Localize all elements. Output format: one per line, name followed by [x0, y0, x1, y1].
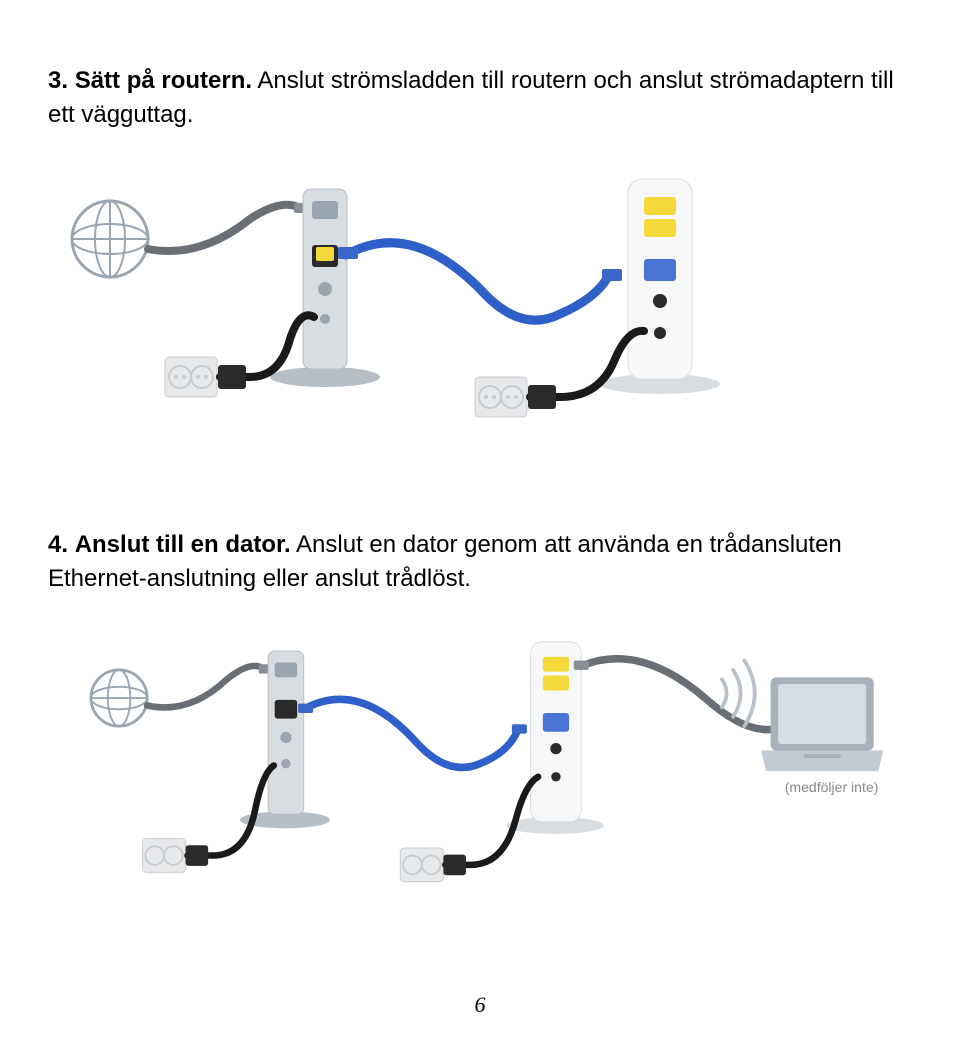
power-cable-icon [188, 766, 274, 856]
step-4-title: Anslut till en dator. [75, 531, 291, 558]
laptop-icon [761, 678, 883, 772]
step-3-number: 3. [48, 67, 68, 94]
step-3-title: Sätt på routern. [75, 67, 252, 94]
wall-outlet-icon [165, 357, 217, 397]
globe-icon [91, 670, 147, 726]
wall-outlet-icon [400, 848, 443, 882]
cable-internet-icon [147, 666, 262, 708]
page-number: 6 [48, 992, 912, 1018]
diagram-step-4: (medföljer inte) [48, 623, 912, 923]
wall-outlet-icon [475, 377, 527, 417]
step-4: 4. Anslut till en dator. Anslut en dator… [48, 528, 912, 968]
step-4-text: 4. Anslut till en dator. Anslut en dator… [48, 528, 912, 595]
caption-text: (medföljer inte) [785, 779, 879, 795]
wall-outlet-icon [143, 839, 186, 873]
ethernet-cable-icon [304, 700, 518, 768]
step-3-text: 3. Sätt på routern. Anslut strömsladden … [48, 64, 912, 131]
globe-icon [72, 201, 148, 277]
step-4-number: 4. [48, 531, 68, 558]
step-3: 3. Sätt på routern. Anslut strömsladden … [48, 64, 912, 504]
ethernet-cable-icon [346, 243, 608, 320]
diagram-step-3 [48, 159, 912, 459]
modem-icon [240, 652, 330, 829]
cable-internet-icon [148, 205, 298, 251]
